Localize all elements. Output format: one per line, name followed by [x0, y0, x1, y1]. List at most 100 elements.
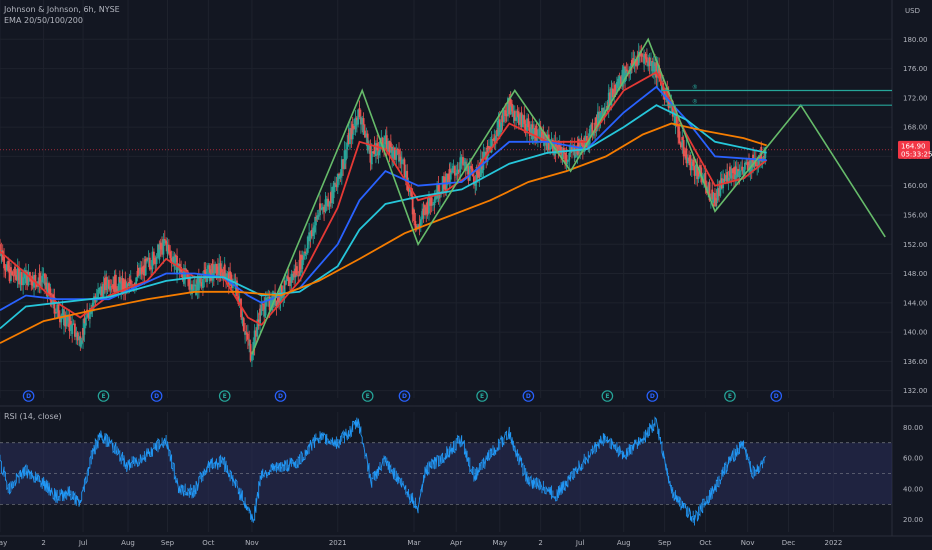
- candle-body: [719, 180, 722, 184]
- earnings-marker-icon[interactable]: [218, 390, 231, 402]
- candle-body: [474, 182, 477, 186]
- candle-body: [419, 219, 422, 222]
- candle-body: [146, 258, 148, 260]
- candle-body: [312, 227, 315, 237]
- earnings-marker-icon[interactable]: [476, 390, 488, 402]
- candle-body: [614, 84, 617, 91]
- candle-body: [244, 332, 247, 335]
- time-tick-label: May: [493, 539, 507, 547]
- earnings-marker-icon[interactable]: [361, 390, 374, 402]
- time-tick-label: Aug: [617, 539, 631, 547]
- symbol-legend[interactable]: Johnson & Johnson, 6h, NYSE EMA 20/50/10…: [4, 4, 120, 26]
- candle-body: [368, 144, 370, 146]
- candle-body: [445, 173, 448, 186]
- currency-label[interactable]: USD: [905, 7, 920, 15]
- candle-body: [647, 61, 650, 67]
- candle-body: [395, 149, 398, 160]
- candle-body: [120, 281, 123, 293]
- earnings-marker-icon[interactable]: [97, 390, 110, 402]
- dividend-marker-letter: D: [278, 393, 283, 400]
- rsi-axis[interactable]: 20.00 40.00 60.00 80.00: [903, 424, 923, 524]
- price-axis[interactable]: 132.00 136.00 140.00 144.00 148.00 152.00 156.…: [903, 36, 928, 395]
- candle-body: [310, 229, 313, 237]
- dividend-marker-icon[interactable]: [522, 390, 535, 402]
- candle-body: [520, 112, 523, 128]
- dividend-marker-letter: D: [26, 393, 31, 400]
- candle-body: [385, 135, 388, 152]
- candle-body: [460, 157, 463, 164]
- rsi-title[interactable]: RSI (14, close): [4, 412, 62, 421]
- level-marker: ®: [692, 84, 698, 91]
- candle-body: [283, 280, 286, 285]
- candle-body: [478, 171, 481, 177]
- earnings-marker-letter: E: [605, 393, 609, 400]
- candle-body: [0, 244, 1, 252]
- candle-body: [505, 113, 508, 117]
- dividend-marker-icon[interactable]: [646, 390, 659, 402]
- dividend-marker-icon[interactable]: [150, 390, 163, 402]
- candle-body: [532, 127, 535, 131]
- candle-body: [29, 272, 31, 279]
- indicator-title[interactable]: EMA 20/50/100/200: [4, 16, 83, 25]
- pattern-drawing[interactable]: [251, 37, 886, 355]
- candle-body: [189, 284, 192, 287]
- candle-body: [436, 184, 439, 199]
- candle-body: [452, 166, 455, 169]
- ema-line: [0, 122, 767, 344]
- candle-body: [16, 267, 19, 280]
- candle-body: [18, 271, 20, 285]
- candle-body: [660, 83, 663, 91]
- candle-body: [500, 122, 503, 132]
- dividend-marker-icon[interactable]: [770, 390, 783, 402]
- candle-body: [712, 193, 715, 203]
- dividend-marker-icon[interactable]: [22, 390, 35, 402]
- candle-body: [0, 252, 3, 257]
- candle-body: [534, 127, 537, 140]
- candle-body: [448, 169, 451, 180]
- candle-body: [305, 252, 308, 254]
- candle-body: [610, 88, 613, 106]
- candle-body: [678, 131, 681, 144]
- candle-body: [289, 278, 291, 283]
- price-tick-label: 176.00: [903, 65, 928, 73]
- horizontal-levels[interactable]: ®®: [661, 84, 892, 106]
- price-tick-label: 132.00: [903, 387, 928, 395]
- candle-body: [745, 162, 748, 164]
- candle-body: [735, 169, 738, 178]
- candle-body: [577, 139, 580, 147]
- dividend-marker-icon[interactable]: [398, 390, 411, 402]
- time-axis[interactable]: May 2 Jul Aug Sep Oct Nov 2021 Mar Apr May 2 Jul Aug S…: [0, 535, 932, 547]
- candle-body: [611, 88, 614, 98]
- time-tick-label: 2: [538, 539, 542, 547]
- candle-body: [509, 98, 512, 115]
- candle-body: [399, 156, 402, 161]
- pattern-line[interactable]: [251, 37, 886, 355]
- dividend-marker-icon[interactable]: [274, 390, 287, 402]
- candle-body: [426, 201, 429, 214]
- candle-body: [531, 137, 534, 140]
- candle-body: [150, 267, 153, 270]
- candle-body: [703, 174, 705, 180]
- candle-body: [690, 163, 693, 171]
- time-tick-label: 2021: [329, 539, 347, 547]
- candle-body: [300, 254, 302, 269]
- candle-body: [596, 111, 599, 125]
- candle-body: [31, 276, 34, 286]
- candle-body: [215, 263, 218, 279]
- candle-body: [346, 143, 349, 147]
- candle-body: [263, 315, 266, 317]
- candle-body: [223, 264, 226, 274]
- candle-body: [591, 122, 594, 135]
- rsi-panel: [0, 416, 892, 526]
- candle-body: [748, 161, 750, 165]
- symbol-title[interactable]: Johnson & Johnson, 6h, NYSE: [4, 5, 120, 14]
- rsi-legend[interactable]: RSI (14, close): [4, 411, 62, 422]
- candle-body: [88, 308, 91, 319]
- candle-body: [391, 152, 394, 159]
- earnings-marker-icon[interactable]: [724, 390, 736, 402]
- earnings-marker-icon[interactable]: [601, 390, 614, 402]
- candle-body: [365, 133, 368, 138]
- candle-body: [541, 139, 543, 142]
